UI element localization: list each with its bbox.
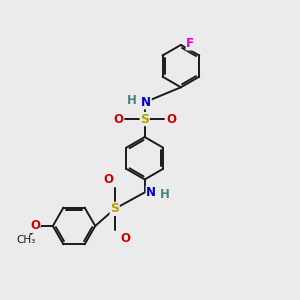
Text: H: H: [127, 94, 136, 107]
Text: O: O: [30, 220, 40, 232]
Text: F: F: [186, 37, 194, 50]
Text: O: O: [113, 112, 124, 126]
Text: S: S: [110, 202, 119, 215]
Text: H: H: [160, 188, 170, 201]
Text: N: N: [141, 96, 151, 109]
Text: N: N: [146, 186, 156, 199]
Text: S: S: [140, 112, 149, 126]
Text: CH₃: CH₃: [17, 236, 36, 245]
Text: O: O: [120, 232, 130, 244]
Text: O: O: [166, 112, 176, 126]
Text: O: O: [103, 173, 113, 186]
